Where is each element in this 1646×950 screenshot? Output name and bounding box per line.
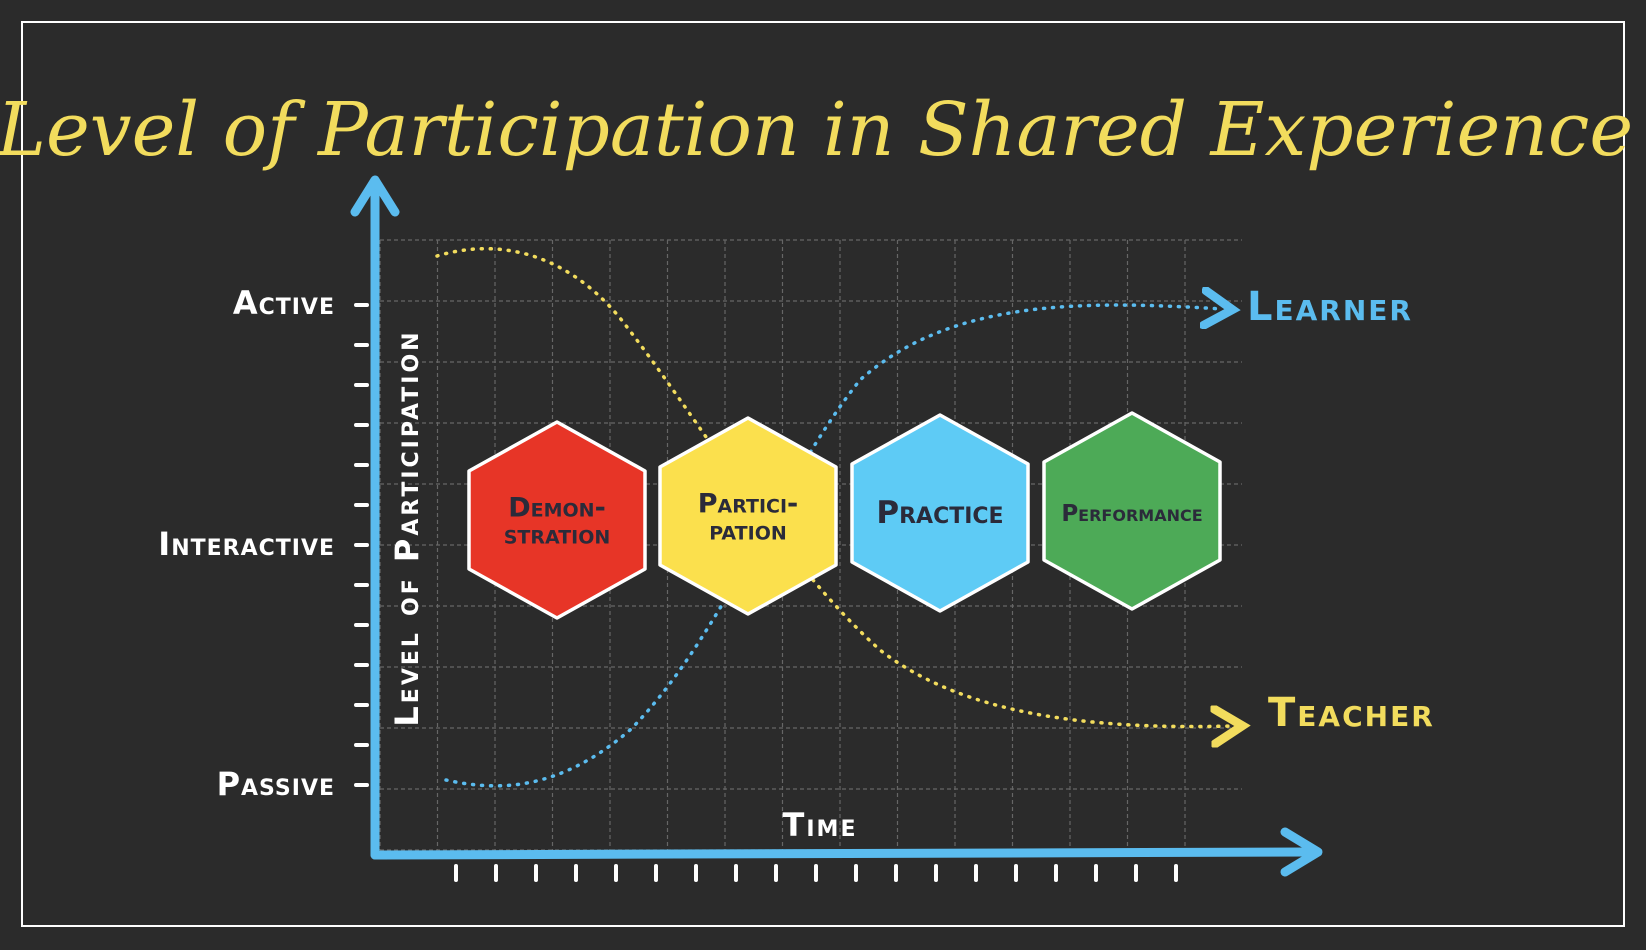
stage-demonstration-label: Demon- (508, 493, 606, 524)
x-axis (370, 827, 1323, 877)
diagram-title: Level of Participation in Shared Experie… (0, 87, 1633, 173)
stage-participation-hexagon (658, 416, 838, 616)
stage-demonstration-label: stration (504, 520, 611, 551)
teacher-label: Teacher (1268, 690, 1435, 736)
frame-border (21, 21, 1625, 927)
x-axis-ticks (454, 864, 1178, 882)
stage-practice-label: Practice (876, 495, 1003, 531)
level-label-passive: Passive (217, 765, 335, 803)
stage-participation-label: Partici- (698, 489, 799, 520)
learner-label: Learner (1247, 284, 1413, 330)
stage-performance-hexagon (1042, 411, 1222, 611)
stage-performance-label: Performance (1061, 501, 1202, 527)
y-axis-label: Level of Participation (388, 329, 426, 726)
y-axis (350, 175, 400, 860)
stage-participation-label: pation (709, 516, 787, 547)
stage-practice-hexagon (850, 413, 1030, 613)
stage-demonstration-hexagon (467, 420, 647, 620)
stage-practice: Practice (850, 413, 1030, 613)
x-axis-label: Time (783, 806, 858, 844)
y-axis-ticks (354, 303, 369, 787)
level-label-active: Active (233, 284, 335, 322)
stage-demonstration: Demon-stration (467, 420, 647, 620)
stage-participation: Partici-pation (658, 416, 838, 616)
stage-performance: Performance (1042, 411, 1222, 611)
level-label-interactive: Interactive (158, 525, 335, 563)
